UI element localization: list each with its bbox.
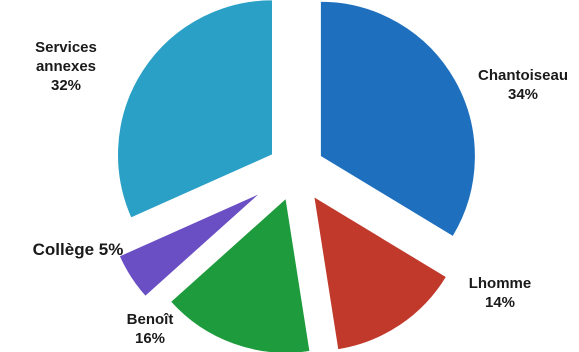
pie-slice-chantoiseau <box>319 0 476 238</box>
pie-slice-beno-t <box>169 197 311 352</box>
slice-label-chantoiseau: Chantoiseau 34% <box>478 67 568 103</box>
slice-label-services-annexes: Services annexes 32% <box>35 39 97 94</box>
slices-group <box>117 0 476 352</box>
pie-slice-lhomme <box>313 195 448 351</box>
labels-group: Chantoiseau 34% Lhomme 14% Benoît 16% Collège … <box>33 39 568 347</box>
pie-slice-services-annexes <box>117 0 274 219</box>
slice-label-beno-t: Benoît 16% <box>127 311 174 347</box>
slice-label-lhomme: Lhomme 14% <box>469 275 532 311</box>
slice-label-coll-ge: Collège 5% <box>33 240 124 259</box>
pie-slice-coll-ge <box>118 192 262 298</box>
